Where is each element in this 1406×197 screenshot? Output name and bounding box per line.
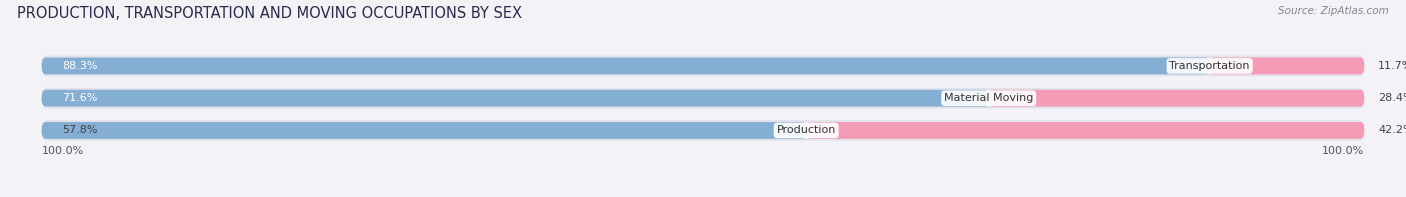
FancyBboxPatch shape xyxy=(42,56,1364,76)
FancyBboxPatch shape xyxy=(42,90,988,107)
Text: Transportation: Transportation xyxy=(1170,61,1250,71)
FancyBboxPatch shape xyxy=(42,58,1209,74)
Text: Production: Production xyxy=(776,125,835,135)
Text: 100.0%: 100.0% xyxy=(42,146,84,156)
Text: 88.3%: 88.3% xyxy=(62,61,98,71)
FancyBboxPatch shape xyxy=(42,88,1364,109)
FancyBboxPatch shape xyxy=(806,122,1364,139)
FancyBboxPatch shape xyxy=(988,90,1364,107)
Text: 42.2%: 42.2% xyxy=(1378,125,1406,135)
Text: 11.7%: 11.7% xyxy=(1378,61,1406,71)
FancyBboxPatch shape xyxy=(42,120,1364,141)
FancyBboxPatch shape xyxy=(1209,58,1364,74)
Text: 71.6%: 71.6% xyxy=(62,93,97,103)
Text: Material Moving: Material Moving xyxy=(943,93,1033,103)
Text: 57.8%: 57.8% xyxy=(62,125,98,135)
FancyBboxPatch shape xyxy=(42,122,806,139)
Text: 28.4%: 28.4% xyxy=(1378,93,1406,103)
Text: 100.0%: 100.0% xyxy=(1322,146,1364,156)
Legend: Male, Female: Male, Female xyxy=(647,193,759,197)
Text: PRODUCTION, TRANSPORTATION AND MOVING OCCUPATIONS BY SEX: PRODUCTION, TRANSPORTATION AND MOVING OC… xyxy=(17,6,522,21)
Text: Source: ZipAtlas.com: Source: ZipAtlas.com xyxy=(1278,6,1389,16)
